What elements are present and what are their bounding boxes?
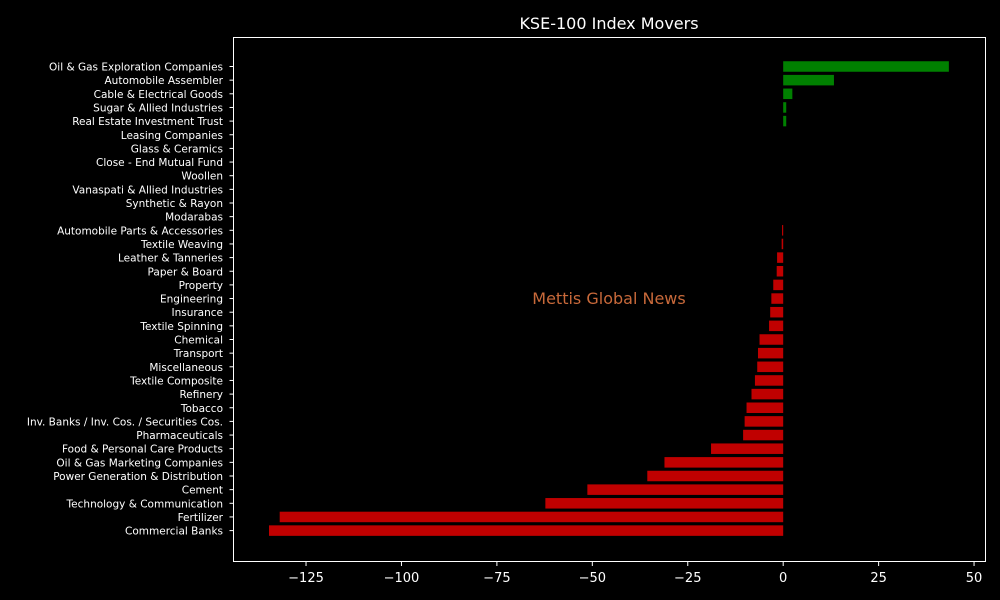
x-tick-label: 25: [870, 571, 887, 586]
x-tick-label: −25: [674, 571, 701, 586]
category-label: Refinery: [179, 389, 223, 401]
category-label: Fertilizer: [178, 512, 224, 524]
bar: [783, 74, 834, 86]
category-label: Glass & Ceramics: [131, 143, 223, 155]
bar: [269, 525, 784, 536]
category-label: Power Generation & Distribution: [53, 471, 223, 483]
bar: [777, 252, 784, 263]
category-label: Leasing Companies: [121, 130, 223, 142]
watermark-text: Mettis Global News: [532, 289, 685, 308]
category-label: Real Estate Investment Trust: [72, 116, 223, 128]
bar: [759, 334, 784, 345]
bar: [664, 457, 784, 468]
bar: [773, 279, 784, 291]
category-label: Transport: [173, 348, 223, 360]
bar: [783, 115, 787, 127]
bar: [757, 361, 784, 373]
category-label: Paper & Board: [148, 266, 223, 278]
category-label: Chemical: [174, 335, 223, 347]
category-label: Vanaspati & Allied Industries: [72, 184, 223, 196]
bar: [587, 484, 784, 495]
category-label: Oil & Gas Exploration Companies: [49, 62, 223, 74]
category-label: Cable & Electrical Goods: [94, 89, 223, 101]
category-label: Modarabas: [165, 212, 223, 224]
bar: [711, 443, 784, 454]
category-label: Technology & Communication: [66, 498, 223, 510]
category-label: Commercial Banks: [125, 526, 223, 538]
bar: [781, 238, 784, 250]
bar: [751, 388, 784, 400]
category-label: Cement: [182, 485, 223, 497]
category-label: Inv. Banks / Inv. Cos. / Securities Cos.: [27, 416, 223, 428]
bar: [776, 266, 784, 277]
bar: [545, 498, 784, 509]
category-label: Leather & Tanneries: [118, 253, 223, 265]
category-label: Engineering: [160, 294, 223, 306]
category-label: Textile Spinning: [139, 321, 223, 333]
bar: [783, 102, 787, 113]
category-label: Insurance: [171, 307, 223, 319]
bar: [771, 293, 784, 304]
bar: [647, 470, 784, 482]
bar: [782, 225, 784, 236]
bar: [770, 306, 784, 318]
category-label: Automobile Assembler: [105, 75, 224, 87]
bar: [754, 375, 784, 386]
category-label: Pharmaceuticals: [136, 430, 223, 442]
category-label: Sugar & Allied Industries: [93, 102, 223, 114]
category-label: Close - End Mutual Fund: [96, 157, 223, 169]
x-tick-label: 0: [779, 571, 787, 586]
bar: [783, 61, 949, 72]
category-label: Textile Weaving: [140, 239, 223, 251]
x-tick-label: 50: [966, 571, 983, 586]
x-tick-label: −100: [384, 571, 420, 586]
category-label: Textile Composite: [129, 375, 223, 387]
bar: [279, 511, 784, 523]
bar: [746, 402, 784, 413]
x-axis-ticks: −125 −100 −75 −50 −25 0 25 50: [288, 561, 983, 586]
bar: [783, 88, 793, 100]
category-label: Oil & Gas Marketing Companies: [56, 457, 223, 469]
category-label: Woollen: [181, 171, 223, 183]
bar: [743, 429, 784, 441]
category-label: Tobacco: [180, 403, 223, 415]
x-tick-label: −50: [579, 571, 606, 586]
category-label: Property: [179, 280, 223, 292]
bars-group: [269, 61, 949, 536]
category-label: Food & Personal Care Products: [62, 444, 223, 456]
plot-area: [233, 37, 986, 562]
x-tick-label: −125: [288, 571, 324, 586]
category-label: Automobile Parts & Accessories: [57, 225, 223, 237]
chart-title: KSE-100 Index Movers: [519, 14, 698, 33]
bar: [757, 347, 784, 359]
x-tick-label: −75: [483, 571, 510, 586]
category-label: Miscellaneous: [149, 362, 223, 374]
bar: [769, 320, 784, 332]
category-label: Synthetic & Rayon: [126, 198, 223, 210]
category-labels: Oil & Gas Exploration CompaniesAutomobil…: [27, 62, 234, 538]
bar: [744, 416, 784, 427]
